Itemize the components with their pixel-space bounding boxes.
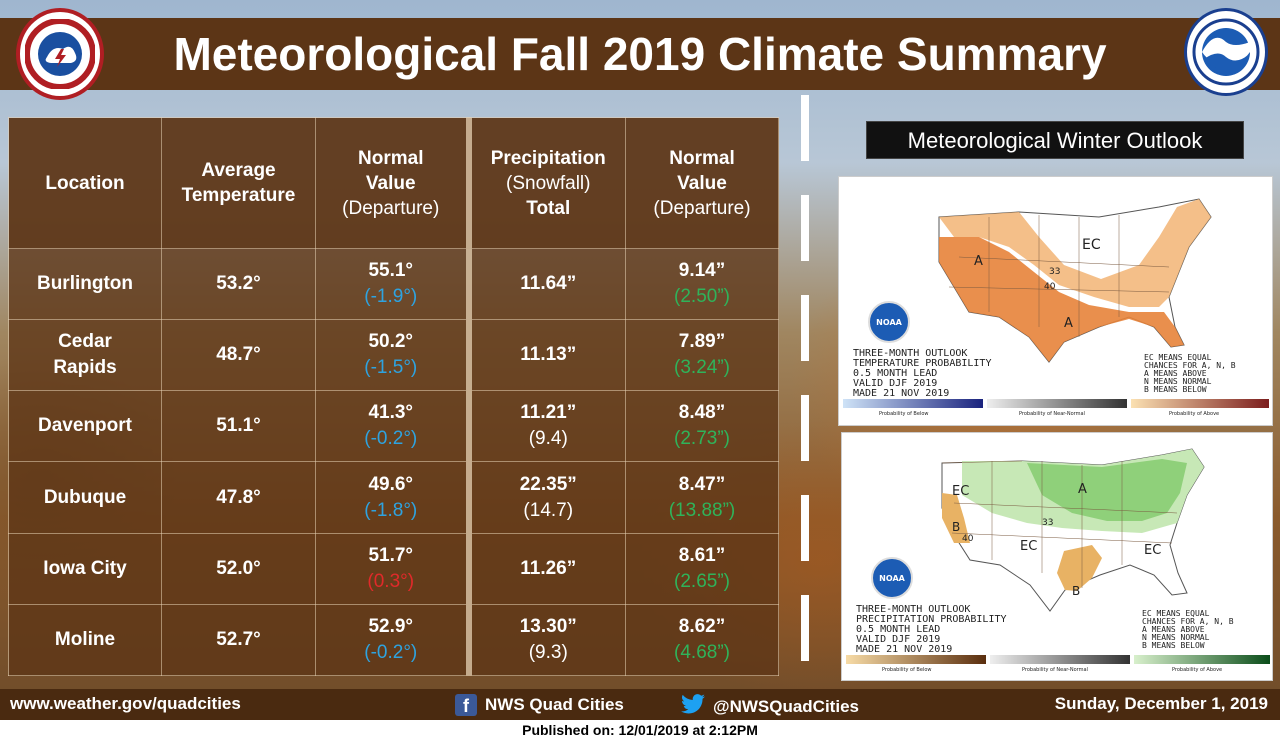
temperature-map-legend-note: EC MEANS EQUAL CHANCES FOR A, N, B A MEA… [1144, 353, 1236, 394]
temperature-normal-cell: 55.1° (-1.9°) [315, 247, 469, 321]
average-temperature-cell: 52.7° [161, 603, 316, 677]
location-cell: Dubuque [8, 461, 162, 534]
winter-outlook-title: Meteorological Winter Outlook [866, 121, 1244, 159]
location-cell: Cedar Rapids [8, 319, 162, 392]
scale-label-below: Probability of Below [882, 667, 932, 673]
precipitation-total-cell: 11.13” [465, 319, 626, 392]
scale-label-normal: Probability of Near-Normal [1022, 667, 1088, 673]
dashed-divider [801, 95, 809, 695]
temperature-normal-cell: 49.6° (-1.8°) [315, 461, 469, 534]
twitter-label: @NWSQuadCities [713, 696, 859, 716]
title-bar [0, 18, 1280, 90]
temperature-map-caption: THREE-MONTH OUTLOOK TEMPERATURE PROBABIL… [853, 348, 992, 399]
facebook-label: NWS Quad Cities [485, 695, 624, 714]
map-label: A [974, 254, 983, 269]
scale-label-above: Probability of Above [1172, 667, 1223, 673]
precipitation-map-legend-note: EC MEANS EQUAL CHANCES FOR A, N, B A MEA… [1142, 609, 1234, 650]
temperature-normal-cell: 50.2° (-1.5°) [315, 319, 469, 392]
map-label: EC [1144, 543, 1161, 558]
map-label: 40 [1044, 282, 1056, 292]
website-link[interactable]: www.weather.gov/quadcities [10, 694, 241, 713]
average-temperature-cell: 48.7° [161, 319, 316, 392]
table-row: Moline 52.7° 52.9° (-0.2°) 13.30” (9.3) 8.… [8, 603, 779, 677]
precipitation-total-cell: 13.30” (9.3) [465, 603, 626, 677]
noaa-logo [1184, 8, 1268, 96]
scale-label-below: Probability of Below [879, 411, 929, 417]
table-row: Burlington 53.2° 55.1° (-1.9°) 11.64” 9.1… [8, 247, 779, 321]
scale-label-above: Probability of Above [1169, 411, 1220, 417]
table-row: Dubuque 47.8° 49.6° (-1.8°) 22.35” (14.7) … [8, 461, 779, 534]
published-timestamp: Published on: 12/01/2019 at 2:12PM [0, 720, 1280, 740]
average-temperature-cell: 51.1° [161, 390, 316, 463]
precipitation-total-cell: 11.21” (9.4) [465, 390, 626, 463]
table-row: Davenport 51.1° 41.3° (-0.2°) 11.21” (9.4)… [8, 390, 779, 463]
map-label: B [952, 520, 960, 534]
twitter-icon [681, 694, 705, 719]
precipitation-total-cell: 11.26” [465, 532, 626, 605]
page-title: Meteorological Fall 2019 Climate Summary [173, 28, 1107, 80]
header-precipitation-normal: Normal Value (Departure) [625, 117, 779, 249]
precipitation-normal-cell: 8.61” (2.65”) [625, 532, 779, 605]
precipitation-normal-cell: 8.62” (4.68”) [625, 603, 779, 677]
map-label: EC [1082, 237, 1101, 253]
header-temperature-normal: Normal Value (Departure) [315, 117, 469, 249]
precipitation-normal-cell: 7.89” (3.24”) [625, 319, 779, 392]
map-label: EC [952, 484, 969, 499]
temperature-outlook-map: EC A A 33 40 NOAA THREE-MONTH OUTLOOK TE… [838, 176, 1273, 426]
header-precipitation-total: Precipitation (Snowfall) Total [465, 117, 626, 249]
precipitation-total-cell: 11.64” [465, 247, 626, 321]
map-label: B [1072, 584, 1080, 598]
location-cell: Iowa City [8, 532, 162, 605]
twitter-link[interactable]: @NWSQuadCities [681, 694, 859, 719]
header-average-temperature: Average Temperature [161, 117, 316, 249]
facebook-icon: f [455, 694, 477, 716]
header-location: Location [8, 117, 162, 249]
scale-label-normal: Probability of Near-Normal [1019, 411, 1085, 417]
svg-text:NOAA: NOAA [876, 318, 902, 327]
precipitation-normal-cell: 9.14” (2.50”) [625, 247, 779, 321]
footer-date: Sunday, December 1, 2019 [1054, 694, 1268, 713]
facebook-link[interactable]: f NWS Quad Cities [455, 694, 624, 716]
temperature-normal-cell: 52.9° (-0.2°) [315, 603, 469, 677]
map-label: 40 [962, 534, 974, 544]
map-label: A [1078, 482, 1087, 497]
location-cell: Davenport [8, 390, 162, 463]
nws-logo [16, 8, 104, 100]
map-label: EC [1020, 539, 1037, 554]
average-temperature-cell: 47.8° [161, 461, 316, 534]
precipitation-outlook-map: EC A EC EC B B 33 40 NOAA THREE-MONTH OU… [841, 432, 1273, 681]
map-label: 33 [1042, 518, 1053, 528]
precipitation-normal-cell: 8.48” (2.73”) [625, 390, 779, 463]
table-row: Iowa City 52.0° 51.7° (0.3°) 11.26” 8.61”… [8, 532, 779, 605]
location-cell: Burlington [8, 247, 162, 321]
svg-text:NOAA: NOAA [879, 574, 905, 583]
footer-bar: www.weather.gov/quadcities f NWS Quad Ci… [0, 689, 1280, 720]
map-label: A [1064, 316, 1073, 331]
map-label: 33 [1049, 267, 1060, 277]
precipitation-map-caption: THREE-MONTH OUTLOOK PRECIPITATION PROBAB… [856, 604, 1007, 655]
location-cell: Moline [8, 603, 162, 677]
table-row: Cedar Rapids 48.7° 50.2° (-1.5°) 11.13” 7.… [8, 319, 779, 392]
temperature-normal-cell: 51.7° (0.3°) [315, 532, 469, 605]
average-temperature-cell: 52.0° [161, 532, 316, 605]
temperature-normal-cell: 41.3° (-0.2°) [315, 390, 469, 463]
average-temperature-cell: 53.2° [161, 247, 316, 321]
precipitation-total-cell: 22.35” (14.7) [465, 461, 626, 534]
precipitation-normal-cell: 8.47” (13.88”) [625, 461, 779, 534]
climate-summary-table: Location Average Temperature Normal Value(… [8, 117, 779, 677]
